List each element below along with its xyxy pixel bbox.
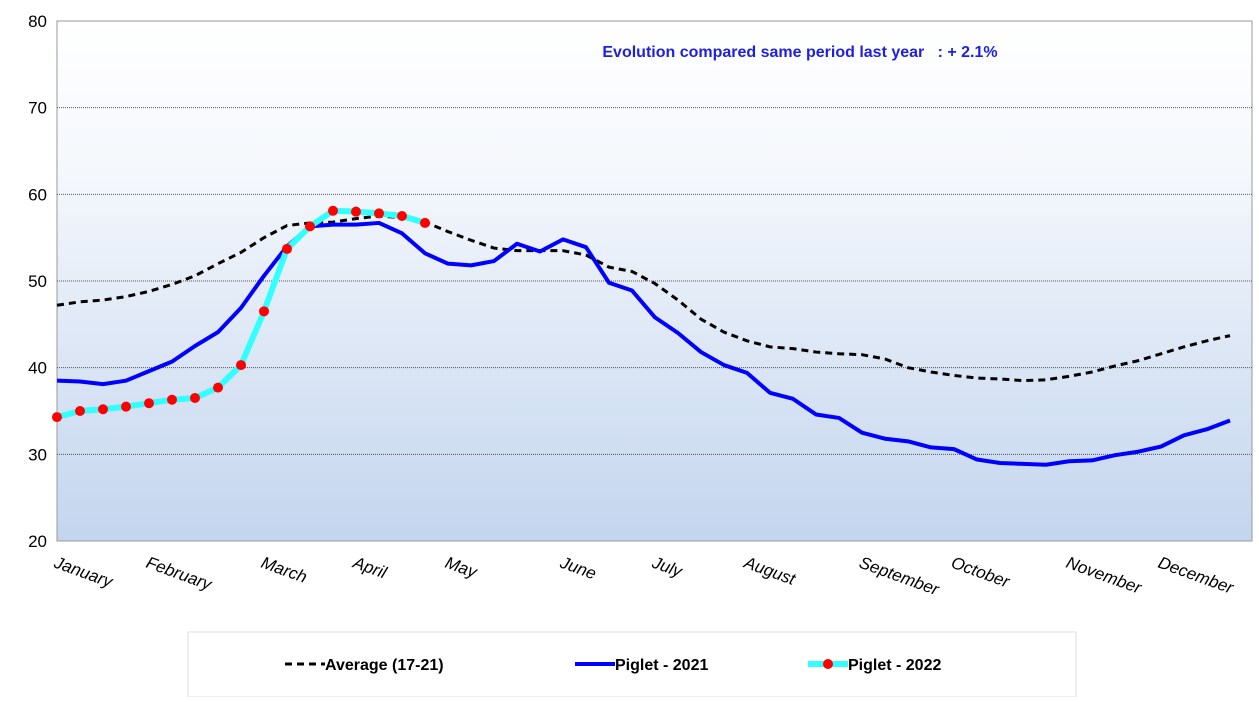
point-marker (420, 217, 430, 228)
x-tick-label: April (350, 553, 391, 583)
point-marker (328, 205, 338, 216)
legend-marker (823, 659, 833, 669)
annotation: Evolution compared same period last year… (602, 44, 997, 61)
point-marker (121, 401, 131, 412)
point-marker (351, 206, 361, 217)
x-tick-label: May (443, 553, 481, 582)
y-tick-label: 40 (28, 359, 47, 378)
x-tick-label: October (949, 553, 1014, 592)
legend-label: Piglet - 2021 (615, 657, 708, 674)
legend-label: Average (17-21) (325, 657, 444, 674)
x-tick-label: November (1064, 553, 1145, 598)
point-marker (282, 243, 292, 254)
legend-label: Piglet - 2022 (848, 657, 941, 674)
y-tick-label: 30 (28, 445, 47, 464)
point-marker (75, 406, 85, 416)
x-tick-label: July (649, 553, 686, 582)
x-tick-label: June (557, 553, 599, 584)
point-marker (52, 412, 62, 423)
series-line (56, 220, 1231, 467)
point-marker (305, 221, 315, 232)
x-tick-label: January (51, 553, 117, 592)
point-marker (259, 306, 269, 317)
x-tick-label: September (857, 553, 943, 600)
y-tick-label: 70 (28, 99, 47, 118)
x-tick-label: August (741, 553, 799, 590)
x-tick-label: February (144, 553, 216, 595)
x-tick-label: December (1156, 553, 1237, 598)
point-marker (213, 382, 223, 393)
y-tick-label: 80 (28, 12, 47, 31)
y-tick-label: 20 (28, 532, 47, 551)
legend (187, 631, 1077, 698)
point-marker (190, 393, 200, 403)
point-marker (374, 208, 384, 219)
point-marker (167, 394, 177, 405)
y-tick-label: 50 (28, 272, 47, 291)
point-marker (236, 360, 246, 371)
x-tick-label: March (259, 553, 310, 587)
point-marker (397, 211, 407, 221)
y-tick-label: 60 (28, 185, 47, 204)
plot-area (56, 20, 1253, 542)
series-line (56, 214, 1231, 383)
point-marker (98, 404, 108, 415)
point-marker (144, 398, 154, 409)
